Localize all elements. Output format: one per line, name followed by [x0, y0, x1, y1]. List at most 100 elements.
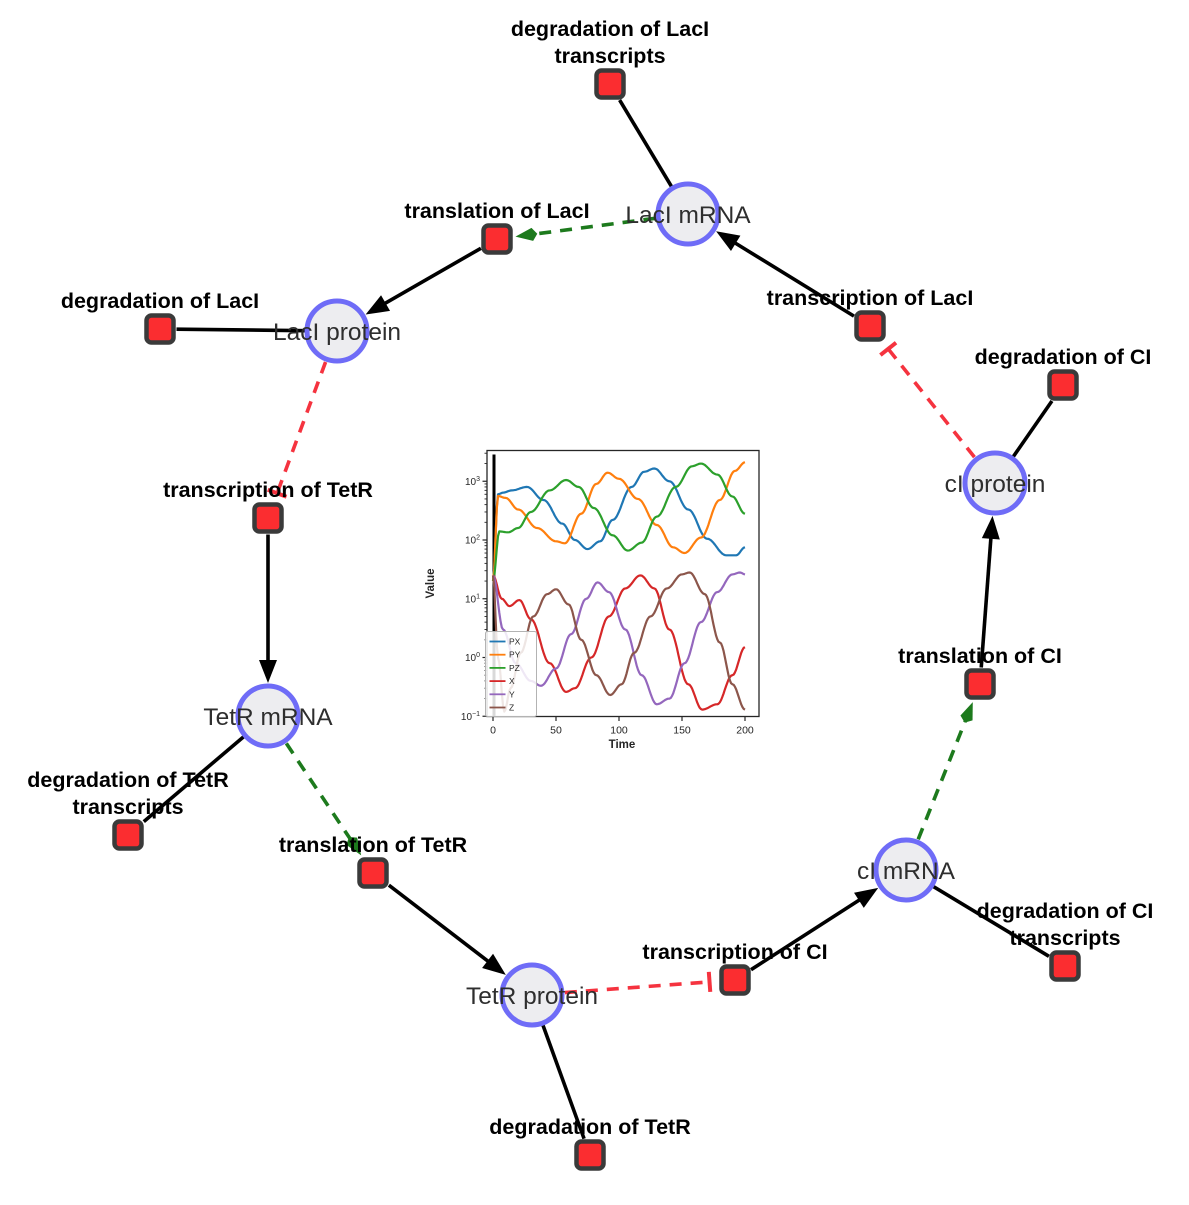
edge-deg_tetr_tx-tetr_mrna — [142, 734, 246, 823]
x-tick-label: 100 — [610, 725, 628, 737]
reaction-label-deg_ci_tx: transcripts — [1009, 926, 1120, 950]
legend-box — [485, 631, 537, 717]
species-node-ci_protein[interactable] — [962, 450, 1028, 516]
activation-arrowhead-icon — [346, 837, 362, 856]
reaction-node-deg_laci_tx[interactable] — [594, 68, 626, 100]
reaction-label-deg_laci: degradation of LacI — [61, 289, 259, 313]
inhibition-tee-icon — [706, 971, 713, 993]
reaction-link-line — [618, 99, 674, 189]
reaction-label-deg_tetr: degradation of TetR — [489, 1115, 691, 1139]
reaction-link-line — [931, 884, 1050, 958]
edge-txn_tetr-tetr_mrna — [259, 534, 277, 683]
edge-txn_ci-ci_mrna — [750, 887, 879, 972]
y-tick-label: 102 — [465, 535, 480, 547]
x-tick-label: 150 — [673, 725, 691, 737]
reaction-node-txn_laci[interactable] — [854, 310, 886, 342]
reaction-label-transl_ci: translation of CI — [898, 644, 1062, 668]
reaction-node-txn_ci[interactable] — [719, 964, 751, 996]
reaction-link-line — [540, 1023, 586, 1140]
reaction-link-line — [176, 327, 307, 333]
reaction-label-txn_ci: transcription of CI — [642, 940, 827, 964]
reaction-node-deg_tetr[interactable] — [574, 1139, 606, 1171]
reaction-label-deg_laci_tx: degradation of LacI — [511, 17, 709, 41]
label-layer: degradation of LacI transcripts translatio… — [27, 17, 1153, 1139]
species-node-tetr_mrna[interactable] — [235, 683, 301, 749]
activation-arrowhead-icon — [960, 702, 973, 723]
x-tick-label: 200 — [736, 725, 754, 737]
edge-txn_laci-laci_mrna — [716, 231, 855, 318]
reaction-label-transl_laci: translation of LacI — [404, 199, 589, 223]
edge-deg_ci-ci_protein — [1011, 399, 1054, 459]
edge-deg_ci_tx-ci_mrna — [931, 884, 1050, 958]
y-tick-label: 103 — [465, 476, 480, 488]
species-label-laci_mrna: LacI mRNA — [625, 202, 751, 229]
edge-ci_mrna-transl_ci — [916, 702, 973, 841]
reaction-label-txn_tetr: transcription of TetR — [163, 478, 373, 502]
species-node-tetr_protein[interactable] — [499, 962, 565, 1028]
arrowhead-icon — [482, 953, 506, 975]
x-tick-label: 50 — [550, 725, 562, 737]
edge-tetr_protein-txn_ci — [564, 971, 713, 995]
arrowhead-icon — [365, 295, 391, 315]
reaction-node-deg_ci_tx[interactable] — [1049, 950, 1081, 982]
series-line-X — [492, 574, 746, 711]
y-tick-label: 100 — [465, 652, 480, 664]
reaction-node-deg_ci[interactable] — [1047, 369, 1079, 401]
species-label-tetr_mrna: TetR mRNA — [203, 704, 333, 731]
embedded-plot: 0 50 100 150 20010−1100101102103TimeValuePXP… — [425, 449, 760, 751]
y-tick-label: 10−1 — [461, 711, 480, 723]
series-line-PZ — [491, 462, 746, 582]
reaction-node-transl_ci[interactable] — [964, 668, 996, 700]
legend-label-X: X — [509, 676, 515, 686]
species-label-laci_protein: LacI protein — [273, 319, 401, 346]
activation-arrowhead-icon — [515, 227, 538, 241]
edge-transl_ci-ci_protein — [979, 515, 1000, 668]
reaction-node-deg_laci[interactable] — [144, 313, 176, 345]
edge-deg_laci-laci_protein — [176, 327, 307, 333]
species-label-tetr_protein: TetR protein — [466, 983, 598, 1010]
inhibition-dashed-line — [564, 980, 710, 995]
legend-label-Z: Z — [509, 703, 514, 713]
y-tick-label: 101 — [465, 593, 480, 605]
reaction-link-line — [1011, 399, 1054, 459]
edge-layer — [142, 99, 1054, 1140]
plot-frame — [486, 449, 760, 718]
series-line-Z — [491, 571, 746, 713]
species-label-ci_protein: cI protein — [945, 471, 1046, 498]
production-line — [979, 534, 993, 668]
activation-dashed-line — [284, 742, 354, 843]
reaction-label-txn_laci: transcription of LacI — [767, 286, 974, 310]
arrowhead-icon — [259, 660, 277, 683]
reaction-node-txn_tetr[interactable] — [252, 502, 284, 534]
plot-legend: PX PY PZ XYZ — [485, 631, 537, 717]
legend-label-PY: PY — [509, 650, 521, 660]
x-tick-label: 0 — [490, 725, 496, 737]
inhibition-tee-icon — [267, 487, 288, 499]
x-axis-label: Time — [609, 739, 636, 751]
edge-ci_protein-txn_laci — [879, 341, 976, 459]
production-line — [750, 896, 864, 972]
edge-transl_laci-laci_protein — [365, 246, 482, 315]
production-line — [387, 883, 492, 965]
species-node-laci_protein[interactable] — [304, 298, 370, 364]
legend-label-PX: PX — [509, 637, 521, 647]
reaction-node-transl_tetr[interactable] — [357, 857, 389, 889]
edge-laci_mrna-transl_laci — [515, 216, 656, 241]
edge-tetr_mrna-transl_tetr — [284, 742, 362, 856]
edge-laci_protein-txn_tetr — [267, 361, 328, 499]
species-node-laci_mrna[interactable] — [655, 181, 721, 247]
species-node-ci_mrna[interactable] — [873, 837, 939, 903]
reaction-label-deg_tetr_tx: degradation of TetR — [27, 768, 229, 792]
reaction-label-deg_laci_tx: transcripts — [554, 44, 665, 68]
reaction-node-transl_laci[interactable] — [481, 223, 513, 255]
inhibition-tee-icon — [879, 341, 898, 357]
reaction-node-deg_tetr_tx[interactable] — [112, 819, 144, 851]
series-line-PY — [491, 461, 746, 582]
inhibition-dashed-line — [886, 347, 976, 459]
edge-transl_tetr-tetr_protein — [387, 883, 506, 975]
production-line — [381, 246, 482, 307]
reaction-link-line — [142, 734, 246, 823]
legend-label-Y: Y — [509, 689, 515, 699]
